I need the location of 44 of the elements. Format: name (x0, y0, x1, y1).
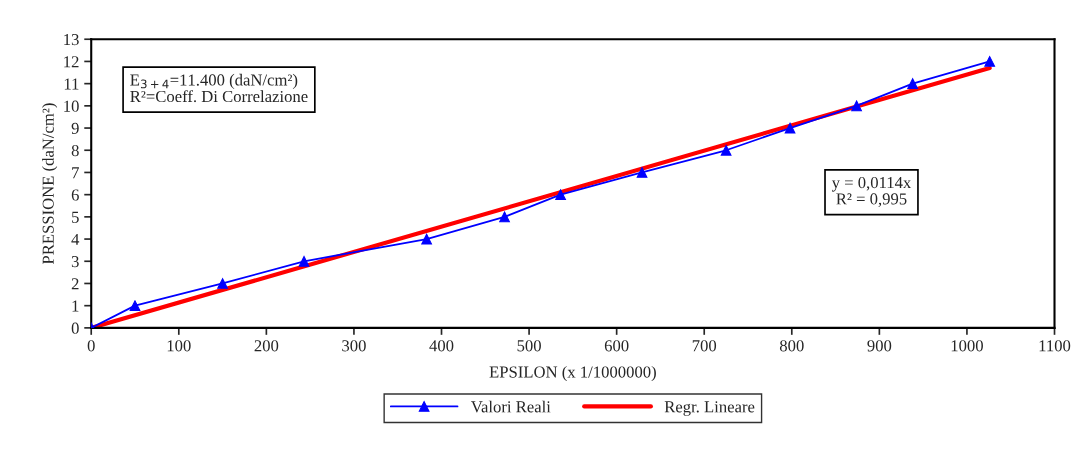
point (636, 167, 648, 178)
y-tick-label: 1 (72, 300, 79, 312)
point (298, 255, 310, 267)
y-tick-label: 6 (71, 189, 79, 201)
y-tick-label: 2 (71, 278, 79, 290)
x-tick-label: 600 (604, 340, 629, 352)
x-tick-label: 700 (692, 340, 717, 352)
y-tick-label: 9 (71, 122, 79, 134)
y-tick-label: 8 (71, 144, 79, 157)
annotation: E$_{3+4}$=11.400 (daN/cm²) R²=Coeff. Di Correlazione (130, 73, 308, 103)
legend-label: Regr. Lineare (664, 401, 755, 416)
point (851, 100, 862, 112)
y-tick-label: 5 (72, 211, 79, 223)
x-tick-label: 500 (517, 340, 541, 352)
y-tick-label: 12 (64, 56, 79, 68)
x-tick-label: 900 (867, 340, 892, 352)
x-tick-label: 1000 (951, 340, 983, 352)
y-tick-label: 13 (64, 33, 79, 46)
point (784, 122, 796, 134)
y-tick-label: 4 (71, 233, 80, 245)
x-tick-label: 100 (167, 340, 191, 352)
point (907, 78, 919, 90)
point (421, 233, 432, 245)
x-tick-label: 200 (254, 340, 279, 352)
point (720, 144, 732, 156)
x-tick-label: 1100 (1039, 340, 1071, 352)
point (217, 278, 228, 289)
y-tick-label: 7 (72, 167, 79, 179)
y-tick-label: 0 (71, 322, 79, 334)
x-axis-title: EPSILON (x 1/1000000) (489, 365, 656, 382)
y-tick-label: 3 (71, 256, 79, 268)
y-tick-label: 11 (64, 78, 79, 90)
x-tick-label: 800 (779, 340, 804, 352)
legend-label: Valori Reali (471, 400, 551, 413)
x-tick-label: 400 (429, 340, 454, 352)
x-tick-label: 0 (87, 340, 95, 352)
point (129, 300, 141, 312)
point (555, 189, 566, 201)
annotation: y = 0,0114x R² = 0,995 (831, 176, 912, 207)
y-tick-label: 10 (64, 100, 79, 112)
point (499, 211, 510, 223)
point (984, 56, 996, 67)
x-tick-label: 300 (342, 340, 366, 352)
y-axis-title: PRESSIONE (daN/cm²) (42, 103, 58, 265)
